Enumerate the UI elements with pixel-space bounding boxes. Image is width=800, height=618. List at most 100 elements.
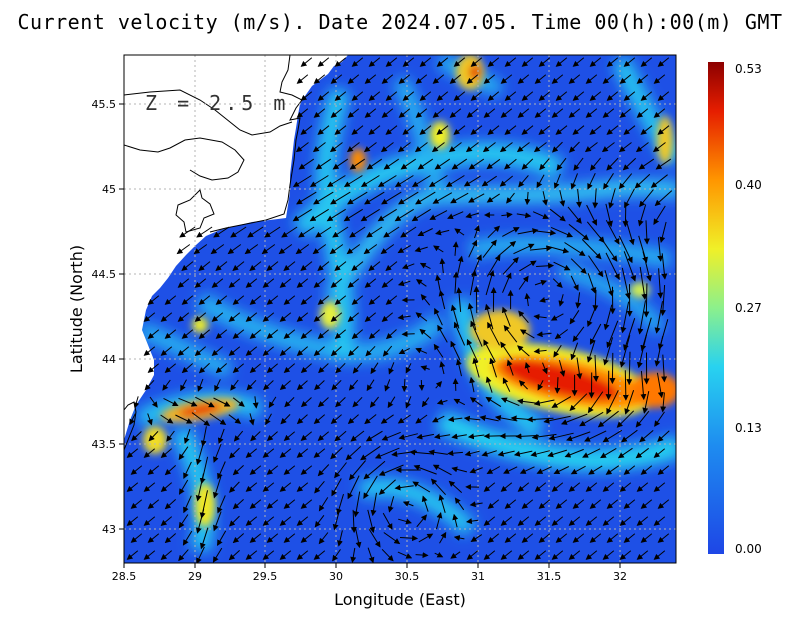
- velocity-arrow: [317, 125, 330, 135]
- velocity-arrow: [501, 306, 511, 327]
- velocity-arrow: [350, 509, 357, 534]
- velocity-arrow: [606, 320, 619, 349]
- velocity-arrow: [292, 175, 312, 188]
- velocity-arrow: [518, 175, 529, 188]
- velocity-arrow: [194, 312, 207, 322]
- velocity-arrow: [198, 362, 210, 374]
- velocity-arrow: [402, 57, 415, 67]
- velocity-arrow: [335, 362, 346, 374]
- velocity-arrow: [587, 391, 604, 414]
- velocity-arrow: [283, 261, 296, 272]
- velocity-arrow: [554, 329, 568, 340]
- velocity-arrow: [605, 219, 620, 245]
- velocity-arrow: [228, 447, 240, 459]
- velocity-arrow: [196, 226, 213, 238]
- velocity-arrow: [661, 253, 668, 280]
- velocity-arrow: [555, 57, 568, 67]
- velocity-arrow: [504, 125, 517, 135]
- velocity-arrow: [249, 295, 262, 305]
- velocity-arrow: [351, 329, 364, 340]
- velocity-arrow: [368, 91, 381, 101]
- velocity-arrow: [513, 450, 533, 457]
- velocity-arrow: [213, 397, 231, 407]
- velocity-arrow: [296, 278, 309, 288]
- velocity-arrow: [283, 363, 296, 374]
- velocity-arrow: [164, 465, 177, 476]
- velocity-arrow: [433, 343, 444, 358]
- y-axis-label: Latitude (North): [67, 245, 86, 373]
- velocity-arrow: [575, 292, 582, 309]
- velocity-arrow: [334, 295, 347, 305]
- velocity-arrow: [637, 204, 647, 227]
- velocity-arrow: [228, 278, 241, 288]
- velocity-arrow: [164, 363, 177, 373]
- velocity-arrow: [602, 550, 615, 560]
- velocity-arrow: [232, 533, 245, 544]
- velocity-arrow: [502, 377, 511, 392]
- velocity-arrow: [556, 157, 567, 171]
- velocity-arrow: [300, 465, 313, 475]
- velocity-arrow: [572, 125, 585, 135]
- velocity-arrow: [581, 239, 602, 260]
- velocity-arrow: [597, 410, 619, 428]
- velocity-arrow: [568, 550, 581, 560]
- velocity-arrow: [232, 295, 245, 305]
- velocity-arrow: [549, 208, 566, 222]
- velocity-arrow: [318, 363, 329, 374]
- velocity-arrow: [213, 226, 230, 238]
- velocity-arrow: [450, 551, 461, 559]
- velocity-arrow: [432, 464, 452, 476]
- velocity-arrow: [250, 431, 261, 442]
- velocity-arrow: [126, 550, 139, 560]
- velocity-arrow: [517, 516, 530, 526]
- y-tick-label: 45: [102, 183, 116, 196]
- velocity-arrow: [551, 516, 564, 526]
- velocity-arrow: [347, 312, 360, 322]
- y-axis: [119, 103, 124, 530]
- velocity-arrow: [447, 450, 463, 457]
- velocity-arrow: [454, 497, 465, 511]
- velocity-arrow: [309, 208, 329, 222]
- velocity-arrow: [416, 514, 428, 528]
- velocity-arrow: [432, 108, 445, 118]
- velocity-arrow: [313, 74, 326, 84]
- velocity-arrow: [542, 362, 548, 375]
- velocity-arrow: [570, 465, 586, 475]
- velocity-arrow: [262, 346, 275, 356]
- velocity-arrow: [519, 466, 535, 474]
- velocity-arrow: [437, 324, 448, 343]
- velocity-arrow: [348, 379, 359, 391]
- velocity-arrow: [295, 244, 310, 255]
- velocity-arrow: [296, 448, 309, 458]
- velocity-arrow: [550, 226, 574, 238]
- velocity-arrow: [166, 430, 175, 442]
- velocity-arrow: [467, 433, 485, 440]
- velocity-arrow: [589, 125, 602, 135]
- velocity-arrow: [147, 499, 160, 509]
- velocity-arrow: [639, 189, 654, 208]
- velocity-arrow: [350, 430, 365, 442]
- velocity-arrow: [589, 499, 602, 509]
- velocity-arrow: [130, 499, 143, 509]
- velocity-arrow: [314, 480, 325, 494]
- velocity-arrow: [605, 203, 613, 228]
- velocity-arrow: [363, 142, 377, 153]
- velocity-arrow: [504, 533, 517, 543]
- velocity-arrow: [370, 362, 379, 375]
- x-tick-label: 30: [329, 570, 343, 583]
- velocity-arrow: [487, 57, 500, 67]
- velocity-arrow: [178, 397, 198, 407]
- velocity-arrow: [314, 514, 325, 528]
- velocity-arrow: [315, 226, 332, 238]
- velocity-arrow: [464, 450, 480, 457]
- velocity-arrow: [265, 413, 272, 426]
- velocity-arrow: [506, 192, 515, 204]
- velocity-arrow: [215, 295, 228, 305]
- velocity-arrow: [160, 346, 173, 356]
- velocity-arrow: [485, 396, 502, 408]
- velocity-arrow: [570, 173, 578, 190]
- velocity-arrow: [415, 191, 436, 205]
- velocity-arrow: [435, 381, 443, 389]
- velocity-arrow: [622, 370, 629, 401]
- velocity-arrow: [502, 256, 519, 275]
